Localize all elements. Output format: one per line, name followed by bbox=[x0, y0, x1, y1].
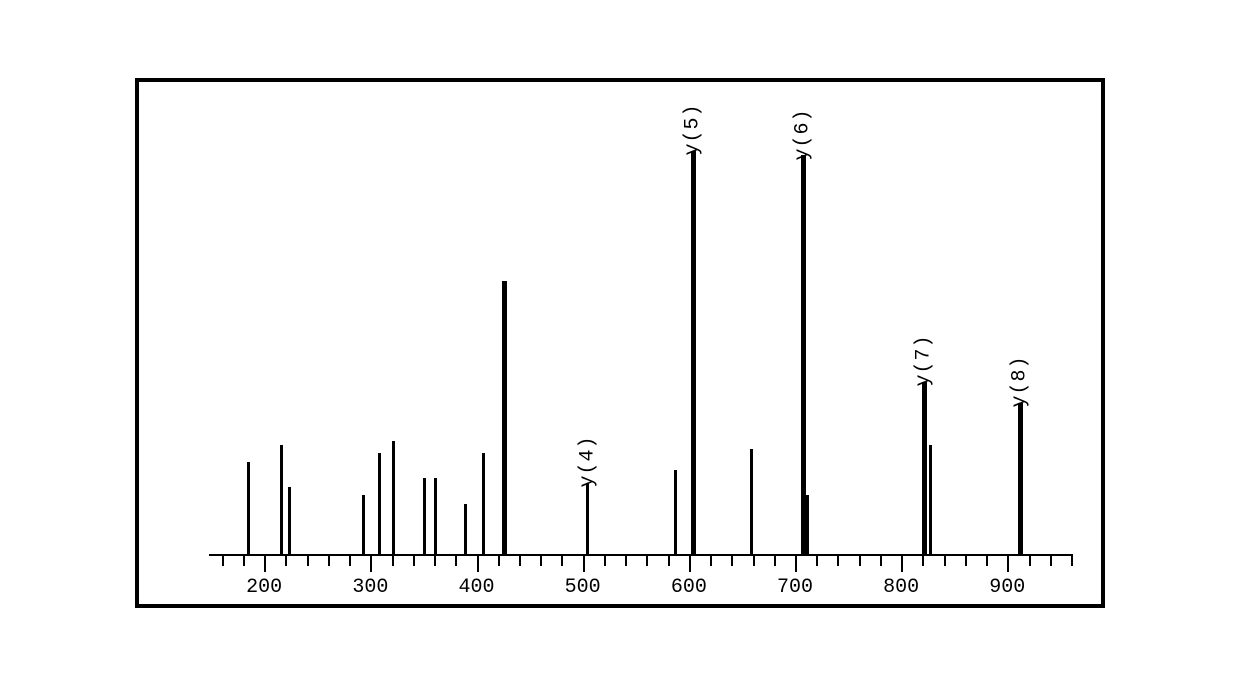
x-minor-tick bbox=[1071, 554, 1073, 566]
x-minor-tick bbox=[328, 554, 330, 566]
x-minor-tick bbox=[222, 554, 224, 566]
x-major-tick bbox=[370, 554, 372, 572]
x-minor-tick bbox=[753, 554, 755, 566]
x-major-tick bbox=[795, 554, 797, 572]
x-tick-label: 300 bbox=[352, 576, 388, 599]
spectrum-peak bbox=[392, 441, 395, 554]
peak-label: y(4) bbox=[576, 436, 599, 488]
x-minor-tick bbox=[859, 554, 861, 566]
x-minor-tick bbox=[561, 554, 563, 566]
x-major-tick bbox=[477, 554, 479, 572]
x-minor-tick bbox=[965, 554, 967, 566]
x-major-tick bbox=[689, 554, 691, 572]
x-minor-tick bbox=[944, 554, 946, 566]
x-tick-label: 500 bbox=[565, 576, 601, 599]
spectrum-peak bbox=[801, 155, 806, 554]
spectrum-peak bbox=[288, 487, 291, 554]
x-minor-tick bbox=[243, 554, 245, 566]
spectrum-peak bbox=[280, 445, 283, 554]
x-minor-tick bbox=[498, 554, 500, 566]
x-tick-label: 700 bbox=[777, 576, 813, 599]
x-minor-tick bbox=[837, 554, 839, 566]
spectrum-peak bbox=[502, 281, 507, 554]
x-tick-label: 400 bbox=[459, 576, 495, 599]
x-tick-label: 800 bbox=[883, 576, 919, 599]
spectrum-peak bbox=[1018, 403, 1023, 554]
spectrum-plot: 200 300 400 500 600 700 800 900 y(4) y(5) y(6) y(7)… bbox=[139, 82, 1101, 604]
x-minor-tick bbox=[455, 554, 457, 566]
x-minor-tick bbox=[922, 554, 924, 566]
x-major-tick bbox=[264, 554, 266, 572]
x-minor-tick bbox=[413, 554, 415, 566]
peak-label: y(7) bbox=[913, 335, 936, 387]
spectrum-peak bbox=[482, 453, 485, 554]
x-minor-tick bbox=[285, 554, 287, 566]
peak-label: y(5) bbox=[681, 104, 704, 156]
x-major-tick bbox=[583, 554, 585, 572]
x-minor-tick bbox=[540, 554, 542, 566]
x-minor-tick bbox=[519, 554, 521, 566]
x-minor-tick bbox=[774, 554, 776, 566]
x-minor-tick bbox=[816, 554, 818, 566]
spectrum-peak bbox=[378, 453, 381, 554]
spectrum-peak bbox=[586, 483, 589, 554]
x-minor-tick bbox=[646, 554, 648, 566]
x-minor-tick bbox=[625, 554, 627, 566]
x-minor-tick bbox=[604, 554, 606, 566]
spectrum-peak bbox=[691, 151, 696, 554]
x-minor-tick bbox=[880, 554, 882, 566]
x-minor-tick bbox=[731, 554, 733, 566]
spectrum-peak bbox=[247, 462, 250, 554]
x-minor-tick bbox=[307, 554, 309, 566]
spectrum-peak bbox=[423, 478, 426, 554]
x-axis-baseline bbox=[209, 554, 1071, 556]
spectrum-peak bbox=[434, 478, 437, 554]
x-minor-tick bbox=[434, 554, 436, 566]
x-tick-label: 200 bbox=[246, 576, 282, 599]
x-minor-tick bbox=[1050, 554, 1052, 566]
canvas: 200 300 400 500 600 700 800 900 y(4) y(5) y(6) y(7)… bbox=[0, 0, 1240, 686]
x-tick-label: 900 bbox=[989, 576, 1025, 599]
x-minor-tick bbox=[349, 554, 351, 566]
peak-label: y(8) bbox=[1008, 356, 1031, 408]
spectrum-peak bbox=[362, 495, 365, 554]
x-major-tick bbox=[901, 554, 903, 572]
spectrum-peak bbox=[674, 470, 677, 554]
x-tick-label: 600 bbox=[671, 576, 707, 599]
x-minor-tick bbox=[986, 554, 988, 566]
spectrum-frame: 200 300 400 500 600 700 800 900 y(4) y(5) y(6) y(7)… bbox=[135, 78, 1105, 608]
peak-label: y(6) bbox=[792, 108, 815, 160]
spectrum-peak bbox=[929, 445, 932, 554]
spectrum-peak bbox=[922, 382, 927, 554]
x-minor-tick bbox=[392, 554, 394, 566]
x-minor-tick bbox=[668, 554, 670, 566]
x-major-tick bbox=[1007, 554, 1009, 572]
x-minor-tick bbox=[1029, 554, 1031, 566]
spectrum-peak bbox=[750, 449, 753, 554]
x-minor-tick bbox=[710, 554, 712, 566]
spectrum-peak bbox=[806, 495, 809, 554]
spectrum-peak bbox=[464, 504, 467, 554]
